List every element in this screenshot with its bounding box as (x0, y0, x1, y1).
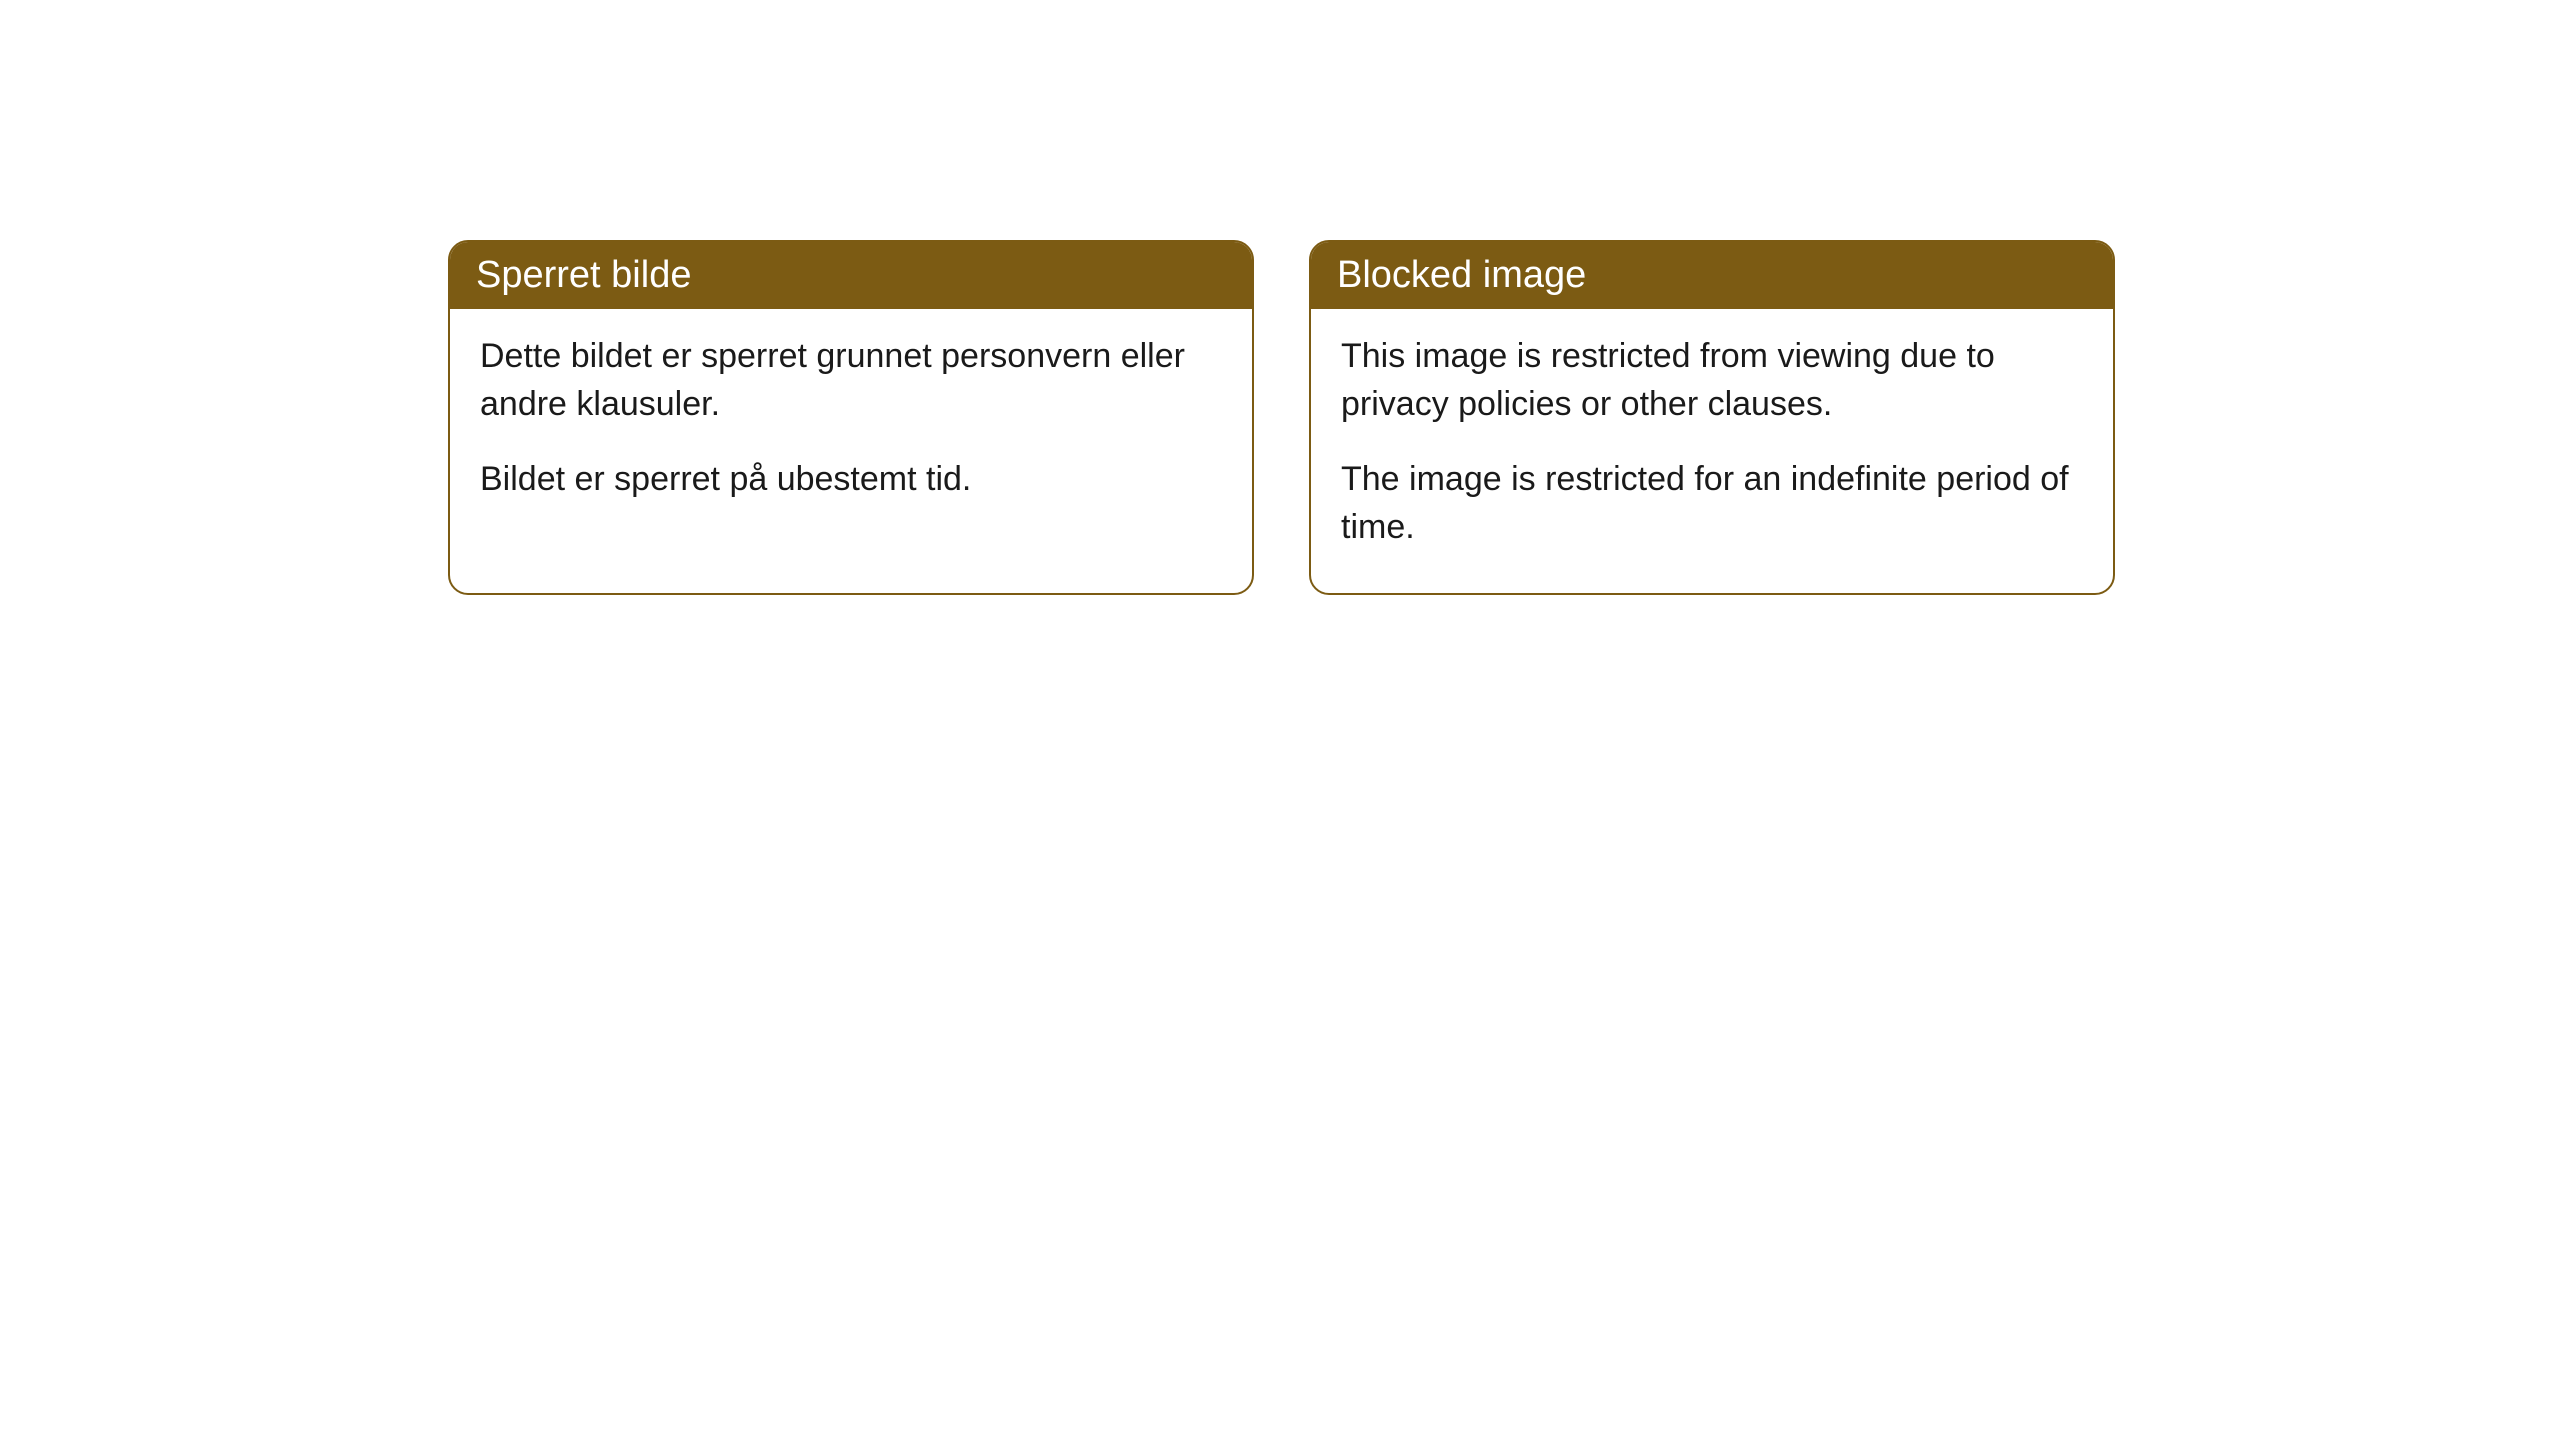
notice-card-norwegian: Sperret bilde Dette bildet er sperret gr… (448, 240, 1254, 595)
card-title: Sperret bilde (476, 254, 691, 296)
card-header-norwegian: Sperret bilde (450, 242, 1252, 309)
card-title: Blocked image (1337, 254, 1586, 296)
card-body-norwegian: Dette bildet er sperret grunnet personve… (450, 309, 1252, 546)
card-text-paragraph: This image is restricted from viewing du… (1341, 333, 2083, 428)
notice-cards-container: Sperret bilde Dette bildet er sperret gr… (448, 240, 2115, 595)
card-body-english: This image is restricted from viewing du… (1311, 309, 2113, 593)
card-text-paragraph: Bildet er sperret på ubestemt tid. (480, 456, 1222, 504)
notice-card-english: Blocked image This image is restricted f… (1309, 240, 2115, 595)
card-text-paragraph: Dette bildet er sperret grunnet personve… (480, 333, 1222, 428)
card-header-english: Blocked image (1311, 242, 2113, 309)
card-text-paragraph: The image is restricted for an indefinit… (1341, 456, 2083, 551)
